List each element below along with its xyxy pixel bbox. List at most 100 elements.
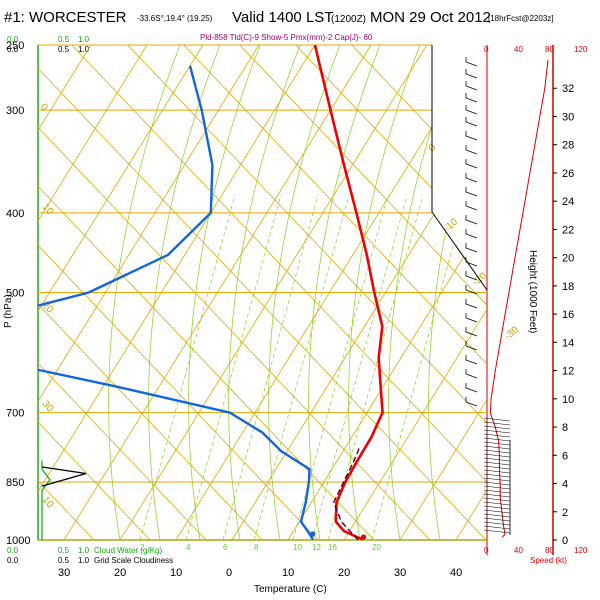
pressure-tick-label: 400 — [6, 208, 24, 220]
surface-temperature-marker — [361, 534, 367, 540]
wind-barb — [465, 373, 478, 379]
temperature-tick-label: 20 — [338, 567, 350, 579]
speed-scale-bottom-40: 40 — [514, 546, 523, 555]
speed-scale-top-80: 80 — [545, 45, 554, 54]
wind-barb — [465, 149, 478, 155]
wind-barb — [483, 489, 511, 494]
temperature-tick-label: 30 — [394, 567, 406, 579]
height-tick-label: 22 — [562, 224, 574, 236]
wind-barb — [483, 429, 511, 434]
sounding-profiles — [38, 45, 384, 540]
isotherm-line — [343, 45, 487, 540]
wind-barb — [465, 289, 478, 295]
moist-adiabat-line — [108, 45, 181, 540]
wind-barb — [483, 473, 511, 478]
height-tick-label: 8 — [562, 422, 568, 434]
wind-barb — [483, 477, 511, 482]
mixing-ratio-line — [185, 194, 282, 540]
y-axis-label: P (hPa) — [3, 294, 14, 328]
valid-date: MON 29 Oct 2012 — [370, 9, 491, 26]
dry-adiabat-line — [38, 45, 151, 540]
mixing-ratio-labels: 2 4 6 8 10 12 16 20 — [140, 543, 381, 552]
height-tick-label: 4 — [562, 479, 568, 491]
wind-barb — [483, 505, 511, 510]
cloud-black-scale-1: 0.5 — [58, 45, 70, 54]
moist-adiabat-line — [188, 45, 261, 540]
utc-time: (1200Z) — [331, 14, 366, 25]
wind-barb — [465, 73, 478, 79]
wind-barb — [483, 501, 511, 506]
wind-barb — [483, 485, 511, 490]
cloud-green-scale-1: 0.5 — [58, 35, 70, 44]
mixing-ratio-line — [139, 194, 236, 540]
mixing-ratio-label: 6 — [223, 543, 228, 552]
wind-speed-line — [489, 59, 549, 538]
wind-barb — [483, 517, 511, 522]
isotherm-line — [38, 45, 148, 540]
mixing-ratio-lines — [108, 45, 487, 540]
cloud-green-scale-0: 0.0 — [7, 35, 19, 44]
height-tick-label: 14 — [562, 337, 574, 349]
wind-barb — [465, 109, 478, 115]
station-coords: -33.6S°,19.4° (19.25) — [137, 14, 213, 23]
isotherm-label: -30 — [503, 324, 521, 342]
pressure-tick-label: 500 — [6, 288, 24, 300]
parcel-path-line — [332, 446, 361, 540]
cloud-scale-top: 0.0 0.5 1.0 0.0 0.5 1.0 — [7, 35, 90, 54]
mixing-ratio-label: 2 — [140, 543, 145, 552]
wind-barb — [465, 303, 478, 309]
wind-barb — [483, 465, 511, 470]
speed-scale-top-40: 40 — [514, 45, 523, 54]
wind-barb — [483, 461, 511, 466]
height-tick-label: 26 — [562, 168, 574, 180]
cloud-green-scale-1: 0.5 — [58, 546, 70, 555]
height-tick-label: 18 — [562, 281, 574, 293]
wind-barb — [465, 359, 478, 365]
height-tick-label: 24 — [562, 196, 574, 208]
speed-scale-bottom-0: 0 — [484, 546, 489, 555]
height-tick-label: 20 — [562, 253, 574, 265]
mixing-ratio-label: 12 — [312, 543, 321, 552]
temperature-tick-label: 40 — [450, 567, 462, 579]
wind-barb — [483, 417, 511, 422]
moist-adiabat-line — [228, 45, 301, 540]
wind-barb — [465, 401, 478, 407]
bottom-legend: 0.0 0.5 1.0 Cloud Water (g/Kg) 0.0 0.5 1… — [7, 546, 588, 565]
height-tick-label: 12 — [562, 366, 574, 378]
height-tick-label: 10 — [562, 394, 574, 406]
plot-frame — [37, 45, 554, 555]
wind-barb — [483, 425, 511, 430]
wind-barb — [465, 205, 478, 211]
cloud-water-panel — [41, 460, 87, 540]
wind-barb — [465, 177, 478, 183]
temperature-tick-label: 0 — [226, 567, 232, 579]
wind-barb — [483, 457, 511, 462]
wind-barb — [465, 233, 478, 239]
wind-barb — [483, 513, 511, 518]
height-tick-label: 32 — [562, 83, 574, 95]
wind-barb — [465, 275, 478, 281]
isotherm-label: 0 — [38, 102, 50, 114]
plot-boundary — [431, 45, 488, 291]
moist-adiabat-line — [308, 45, 381, 540]
wind-barb — [483, 525, 511, 530]
temperature-tick-label: 30 — [58, 567, 70, 579]
moist-adiabat-line — [148, 45, 221, 540]
wind-barb — [483, 529, 511, 534]
isotherm-label: 10 — [40, 202, 56, 218]
mixing-ratio-label: 10 — [293, 543, 302, 552]
wind-barb — [483, 433, 511, 438]
speed-scale-top: 0 40 80 120 — [484, 45, 588, 54]
surface-dewpoint-marker — [310, 531, 316, 537]
mixing-ratio-label: 8 — [254, 543, 259, 552]
cloud-water-label: Cloud Water (g/Kg) — [94, 546, 163, 555]
temperature-tick-label: 20 — [114, 567, 126, 579]
dry-adiabat-line — [295, 45, 487, 540]
speed-scale-bottom-120: 120 — [574, 546, 588, 555]
speed-scale-bottom-80: 80 — [545, 546, 554, 555]
wind-barb — [465, 317, 478, 323]
moist-adiabat-line — [348, 45, 421, 540]
wind-barb — [465, 261, 478, 267]
